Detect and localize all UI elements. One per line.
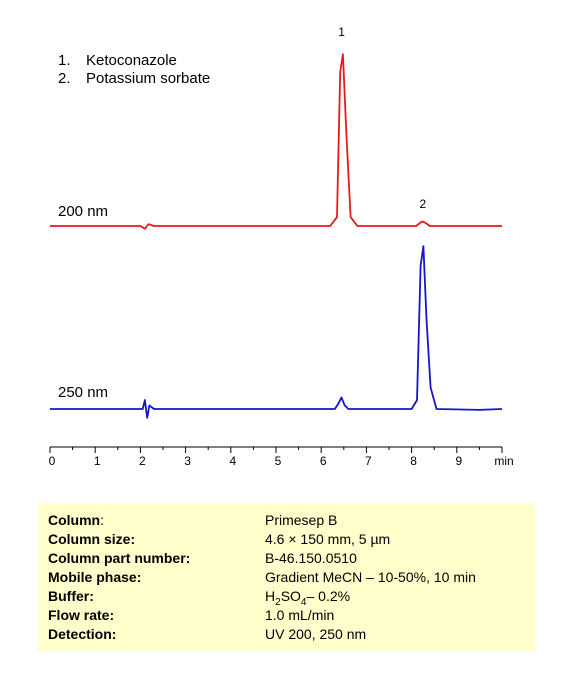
series-line-200-nm	[50, 53, 502, 230]
legend-number: 2.	[58, 70, 71, 87]
condition-key: Detection:	[48, 626, 117, 642]
peak-label: 2	[420, 197, 427, 211]
x-tick-label: 4	[229, 454, 236, 468]
legend-item-potassium-sorbate: 2. Potassium sorbate	[58, 70, 210, 87]
x-tick-label: 7	[365, 454, 372, 468]
condition-row-buffer: Buffer: H2SO4– 0.2%	[48, 588, 528, 608]
x-tick-label: 9	[455, 454, 462, 468]
condition-row-column-size: Column size: 4.6 × 150 mm, 5 µm	[48, 531, 528, 550]
trace-label-250nm: 250 nm	[58, 384, 109, 401]
condition-value: UV 200, 250 nm	[265, 626, 367, 642]
peak-label: 1	[338, 25, 345, 39]
condition-key: Flow rate:	[48, 607, 115, 623]
condition-value: Primesep B	[265, 512, 338, 528]
peak-labels: 12	[338, 25, 426, 211]
chromatogram-traces	[50, 53, 503, 419]
legend-label: Potassium sorbate	[86, 70, 211, 87]
trace-label-200nm: 200 nm	[58, 203, 109, 220]
x-tick-label: 1	[94, 454, 101, 468]
condition-value: B-46.150.0510	[265, 550, 357, 566]
series-line-250-nm	[50, 245, 503, 419]
method-conditions-table: Column: Primesep B Column size: 4.6 × 15…	[38, 503, 535, 651]
condition-row-column-part-number: Column part number: B-46.150.0510	[48, 550, 528, 569]
condition-row-mobile-phase: Mobile phase: Gradient MeCN – 10-50%, 10…	[48, 569, 528, 588]
x-tick-label: 5	[275, 454, 282, 468]
legend-label: Ketoconazole	[86, 52, 177, 69]
condition-value: 4.6 × 150 mm, 5 µm	[265, 531, 391, 547]
condition-key: Column size:	[48, 531, 136, 547]
x-tick-label: 3	[184, 454, 191, 468]
legend-item-ketoconazole: 1. Ketoconazole	[58, 52, 177, 69]
legend-number: 1.	[58, 52, 71, 69]
condition-value: 1.0 mL/min	[265, 607, 335, 623]
condition-key: Column part number:	[48, 550, 191, 566]
x-tick-label: 8	[410, 454, 417, 468]
chromatogram-chart: 0 1 2 3 4 5 6 7 8 9 min 12	[49, 25, 514, 468]
x-tick-label: 0	[49, 454, 56, 468]
x-tick-label: 2	[139, 454, 146, 468]
condition-row-column: Column: Primesep B	[48, 512, 528, 531]
x-axis: 0 1 2 3 4 5 6 7 8 9 min	[49, 446, 514, 468]
condition-value: H2SO4– 0.2%	[265, 588, 351, 608]
condition-key: Mobile phase:	[48, 569, 142, 585]
condition-key: Column:	[48, 512, 104, 528]
condition-row-flow-rate: Flow rate: 1.0 mL/min	[48, 607, 528, 626]
condition-key: Buffer:	[48, 588, 94, 604]
x-tick-label: 6	[320, 454, 327, 468]
x-tick-label: min	[494, 454, 513, 468]
condition-value: Gradient MeCN – 10-50%, 10 min	[265, 569, 476, 585]
condition-row-detection: Detection: UV 200, 250 nm	[48, 626, 528, 645]
